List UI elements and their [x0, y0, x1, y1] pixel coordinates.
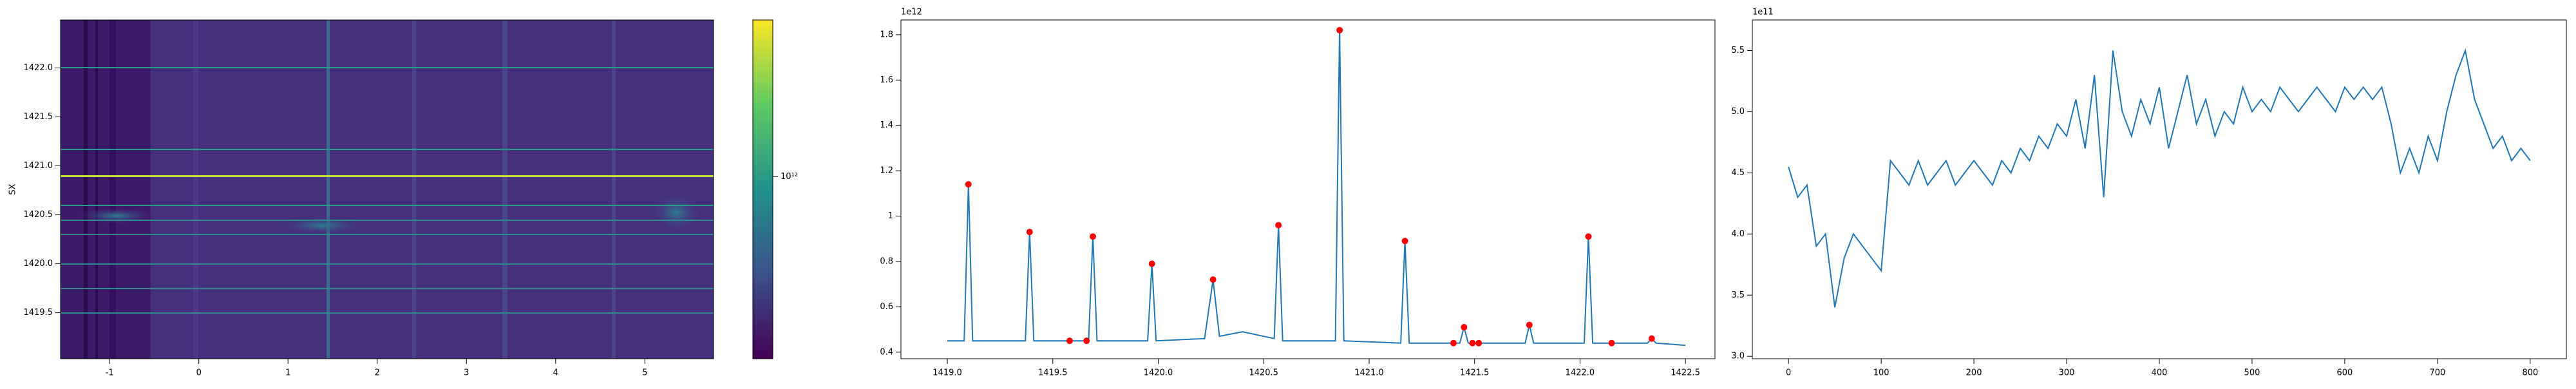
data-line — [1788, 48, 2531, 308]
peak-marker — [1450, 339, 1457, 346]
y-tick-label: 0.6 — [880, 302, 893, 312]
peak-marker — [1026, 229, 1033, 236]
x-tick-label: 600 — [2337, 368, 2353, 378]
peak-marker — [1469, 339, 1476, 346]
peak-marker — [1401, 238, 1408, 245]
peak-marker — [1336, 26, 1343, 33]
peak-marker — [1526, 321, 1533, 328]
y-tick-label: 1421.5 — [24, 112, 53, 122]
x-tick-label: 1420.0 — [1144, 368, 1173, 378]
y-tick-label: 1420.5 — [24, 210, 53, 220]
x-tick-label: 2 — [375, 368, 380, 378]
y-tick-label: 1419.5 — [24, 308, 53, 318]
x-tick-label: -1 — [106, 368, 114, 378]
y-tick-label: 4.0 — [1731, 229, 1745, 239]
y-tick-label: 0.4 — [880, 347, 893, 357]
x-tick-label: 0 — [196, 368, 202, 378]
x-tick-label: 700 — [2429, 368, 2445, 378]
x-tick-label: 3 — [464, 368, 469, 378]
y-tick-label: 3.0 — [1731, 352, 1745, 361]
peak-marker — [1475, 339, 1482, 346]
x-tick-label: 1419.5 — [1038, 368, 1068, 378]
x-tick-label: 100 — [1873, 368, 1889, 378]
x-tick-label: 1422.5 — [1671, 368, 1700, 378]
x-tick-label: 1419.0 — [933, 368, 962, 378]
x-tick-label: 800 — [2522, 368, 2538, 378]
peak-marker — [1209, 276, 1217, 283]
peak-marker — [1083, 337, 1090, 345]
colorbar — [752, 19, 773, 359]
colorbar-tick-label: 10¹² — [781, 172, 798, 182]
y-tick-label: 5.5 — [1731, 46, 1745, 55]
x-tick-label: 500 — [2244, 368, 2260, 378]
peak-marker — [1608, 339, 1615, 346]
data-line — [947, 30, 1686, 346]
y-tick-label: 1.8 — [880, 30, 893, 39]
axis-offset-text: 1e12 — [901, 8, 922, 17]
y-tick-label: 1.4 — [880, 120, 893, 130]
peak-marker — [1585, 233, 1592, 240]
x-tick-label: 4 — [553, 368, 558, 378]
y-tick-label: 1.2 — [880, 166, 893, 176]
axes-frame — [900, 19, 1716, 359]
axes-frame — [60, 19, 714, 359]
x-tick-label: 200 — [1966, 368, 1982, 378]
peak-marker — [1648, 335, 1655, 342]
peak-marker — [1089, 233, 1096, 240]
peak-marker — [1148, 260, 1155, 267]
x-tick-label: 1420.5 — [1249, 368, 1278, 378]
x-tick-label: 1 — [285, 368, 290, 378]
y-axis-label: SX — [8, 184, 18, 194]
x-tick-label: 400 — [2152, 368, 2168, 378]
peak-marker — [1066, 337, 1073, 345]
peak-marker — [965, 181, 972, 188]
peak-marker — [1461, 324, 1468, 331]
x-tick-label: 300 — [2059, 368, 2075, 378]
y-tick-label: 0.8 — [880, 256, 893, 266]
peak-marker — [1275, 222, 1282, 229]
y-tick-label: 3.5 — [1731, 290, 1745, 300]
y-tick-label: 4.5 — [1731, 168, 1745, 178]
y-tick-label: 1422.0 — [24, 63, 53, 73]
x-tick-label: 0 — [1786, 368, 1791, 378]
y-tick-label: 1421.0 — [24, 161, 53, 171]
y-tick-label: 1 — [888, 211, 893, 221]
x-tick-label: 1422.0 — [1566, 368, 1595, 378]
y-tick-label: 1.6 — [880, 75, 893, 85]
heatmap-image — [61, 20, 714, 359]
x-tick-label: 1421.5 — [1460, 368, 1490, 378]
axes-frame — [1752, 19, 2567, 359]
y-tick-label: 5.0 — [1731, 107, 1745, 117]
y-tick-label: 1420.0 — [24, 259, 53, 269]
x-tick-label: 5 — [642, 368, 647, 378]
axis-offset-text: 1e11 — [1752, 8, 1774, 17]
x-tick-label: 1421.0 — [1354, 368, 1384, 378]
